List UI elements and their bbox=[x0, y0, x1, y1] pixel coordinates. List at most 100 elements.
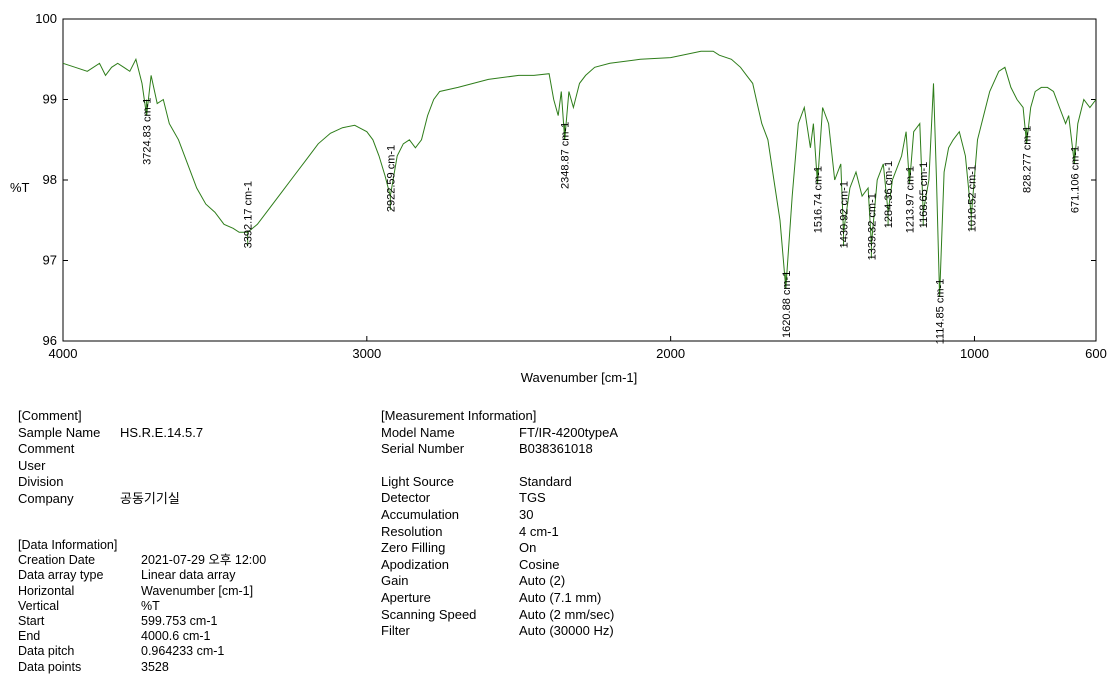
peak-label: 1010.52 cm-1 bbox=[966, 165, 978, 232]
info-value: On bbox=[519, 540, 537, 556]
info-key: Light Source bbox=[381, 473, 454, 489]
info-row: Horizontal Wavenumber [cm-1] bbox=[18, 584, 266, 599]
peak-label: 1516.74 cm-1 bbox=[812, 166, 824, 233]
x-tick-label: 2000 bbox=[656, 346, 685, 361]
info-row: Accumulation 30 bbox=[381, 507, 618, 524]
peak-annotation: 828.277 cm-1 bbox=[1022, 126, 1034, 193]
peak-label: 2348.87 cm-1 bbox=[560, 122, 572, 189]
peak-annotation: 1168.65 cm-1 bbox=[918, 162, 930, 228]
info-value: 2021-07-29 오후 12:00 bbox=[141, 553, 267, 568]
info-key: Aperture bbox=[381, 589, 431, 605]
x-tick-label: 600 bbox=[1085, 346, 1107, 361]
info-value: 3528 bbox=[141, 659, 169, 674]
info-row: Division bbox=[18, 474, 203, 491]
peak-label: 828.277 cm-1 bbox=[1022, 126, 1034, 193]
info-row: Detector TGS bbox=[381, 490, 618, 507]
info-row: Light Source Standard bbox=[381, 474, 618, 491]
peak-label: 1284.36 cm-1 bbox=[883, 161, 895, 228]
peak-label: 1114.85 cm-1 bbox=[935, 279, 947, 345]
info-row: Data pitch 0.964233 cm-1 bbox=[18, 644, 266, 659]
info-key: Data pitch bbox=[18, 644, 75, 659]
info-key: Serial Number bbox=[381, 441, 465, 457]
info-key: Creation Date bbox=[18, 553, 96, 568]
info-row: Filter Auto (30000 Hz) bbox=[381, 623, 618, 640]
info-key: Company bbox=[18, 490, 74, 506]
info-value: 0.964233 cm-1 bbox=[141, 644, 225, 659]
measurement-information-heading: [Measurement Information] bbox=[381, 408, 537, 423]
info-key: Data array type bbox=[18, 568, 104, 583]
info-row: Serial Number B038361018 bbox=[381, 441, 618, 458]
measurement-information-section: [Measurement Information] Model Name FT/I… bbox=[381, 408, 618, 640]
info-row: Comment bbox=[18, 441, 203, 458]
info-key: End bbox=[18, 629, 41, 644]
info-row: Scanning Speed Auto (2 mm/sec) bbox=[381, 607, 618, 624]
info-row: Zero Filling On bbox=[381, 540, 618, 557]
info-row: Model Name FT/IR-4200typeA bbox=[381, 425, 618, 442]
peak-annotation: 1284.36 cm-1 bbox=[883, 161, 895, 228]
info-row: User bbox=[18, 458, 203, 475]
peak-annotation: 1213.97 cm-1 bbox=[904, 166, 916, 233]
x-tick-label: 1000 bbox=[960, 346, 989, 361]
peak-annotation: 1010.52 cm-1 bbox=[966, 165, 978, 232]
y-axis-label: %T bbox=[10, 180, 30, 195]
peak-label: 671.106 cm-1 bbox=[1069, 146, 1081, 213]
spectrum-line bbox=[62, 50, 1097, 297]
peak-label: 3724.83 cm-1 bbox=[142, 98, 154, 165]
comment-section: [Comment] Sample Name HS.R.E.14.5.7 Commen… bbox=[18, 408, 203, 508]
info-value: Standard bbox=[519, 473, 572, 489]
info-key: Resolution bbox=[381, 523, 443, 539]
comment-heading: [Comment] bbox=[18, 408, 82, 423]
info-key: Detector bbox=[381, 490, 431, 506]
peak-annotation: 671.106 cm-1 bbox=[1069, 146, 1081, 213]
peak-label: 1213.97 cm-1 bbox=[904, 166, 916, 233]
x-axis: 4000 3000 2000 1000 600 bbox=[49, 336, 1107, 361]
info-key: Comment bbox=[18, 441, 75, 457]
info-row: Resolution 4 cm-1 bbox=[381, 524, 618, 541]
peak-annotation: 1430.92 cm-1 bbox=[839, 181, 851, 248]
peak-annotations: 3724.83 cm-1 3392.17 cm-1 2922.59 cm-1 2348… bbox=[142, 98, 1082, 345]
info-row: Aperture Auto (7.1 mm) bbox=[381, 590, 618, 607]
info-key: Vertical bbox=[18, 598, 59, 613]
info-key: Sample Name bbox=[18, 424, 101, 440]
info-key: Division bbox=[18, 474, 64, 490]
y-tick-label: 97 bbox=[43, 253, 57, 268]
info-value: Wavenumber [cm-1] bbox=[141, 583, 254, 598]
info-value: B038361018 bbox=[519, 441, 593, 457]
peak-annotation: 1516.74 cm-1 bbox=[812, 166, 824, 233]
peak-annotation: 1339.32 cm-1 bbox=[866, 193, 878, 260]
peak-annotation: 1114.85 cm-1 bbox=[935, 279, 947, 345]
info-row: Data points 3528 bbox=[18, 660, 266, 675]
info-value: 4000.6 cm-1 bbox=[141, 629, 211, 644]
peak-label: 1339.32 cm-1 bbox=[866, 193, 878, 260]
peak-label: 3392.17 cm-1 bbox=[243, 181, 255, 248]
y-tick-label: 99 bbox=[43, 92, 57, 107]
info-value: Auto (30000 Hz) bbox=[519, 623, 614, 639]
info-key: User bbox=[18, 457, 46, 473]
data-information-heading: [Data Information] bbox=[18, 538, 118, 552]
peak-annotation: 3392.17 cm-1 bbox=[243, 181, 255, 248]
info-key: Scanning Speed bbox=[381, 606, 477, 622]
x-tick-label: 4000 bbox=[49, 346, 78, 361]
info-row: Gain Auto (2) bbox=[381, 573, 618, 590]
info-key: Start bbox=[18, 614, 45, 629]
info-row: Start 599.753 cm-1 bbox=[18, 614, 266, 629]
info-row: Company 공동기기실 bbox=[18, 491, 203, 508]
peak-annotation: 2348.87 cm-1 bbox=[560, 122, 572, 189]
info-value: 599.753 cm-1 bbox=[141, 614, 218, 629]
x-axis-label: Wavenumber [cm-1] bbox=[521, 370, 638, 385]
data-information-section: [Data Information] Creation Date 2021-07-… bbox=[18, 538, 266, 675]
peak-label: 1168.65 cm-1 bbox=[918, 162, 930, 228]
info-row: Data array type Linear data array bbox=[18, 568, 266, 583]
ir-spectrum-chart: 96 97 98 99 100 4000 3000 2000 1000 600 3724.83 … bbox=[10, 11, 1107, 385]
info-row: Apodization Cosine bbox=[381, 557, 618, 574]
info-value: Cosine bbox=[519, 556, 560, 572]
info-key: Zero Filling bbox=[381, 540, 446, 556]
info-value: Linear data array bbox=[141, 568, 236, 583]
info-value: 공동기기실 bbox=[120, 490, 180, 506]
peak-annotation: 1620.88 cm-1 bbox=[781, 271, 793, 338]
peak-annotation: 3724.83 cm-1 bbox=[142, 98, 154, 165]
info-row: Creation Date 2021-07-29 오후 12:00 bbox=[18, 553, 266, 568]
info-value: Auto (7.1 mm) bbox=[519, 589, 602, 605]
info-value: %T bbox=[141, 598, 160, 613]
x-tick-label: 3000 bbox=[352, 346, 381, 361]
